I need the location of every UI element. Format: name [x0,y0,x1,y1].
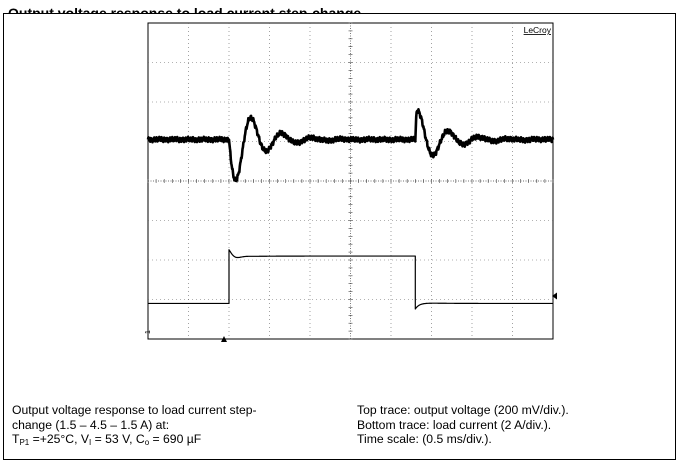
caption-line-3: TP1 =+25°C, VI = 53 V, Co = 690 µF [12,432,352,447]
figure-frame: Output voltage response to load current … [3,6,676,460]
caption-conditions: Output voltage response to load current … [12,403,352,447]
trace-output-voltage [146,108,555,183]
channel-marker: 1 [145,330,152,334]
cout-symbol: C [135,432,145,446]
cout-value: = 690 µF [149,432,202,446]
trace-load-current [148,249,553,310]
vin-symbol: V [80,432,90,446]
caption-traces: Top trace: output voltage (200 mV/div.).… [357,403,667,447]
temp-subscript: P1 [19,438,30,447]
caption-top-trace: Top trace: output voltage (200 mV/div.). [357,403,569,417]
vin-value: = 53 V, [91,432,136,446]
caption-line-1: Output voltage response to load current … [12,403,257,417]
channel-marker-label: 1 [145,330,152,334]
caption-bottom-trace: Bottom trace: load current (2 A/div.). [357,417,552,432]
caption-time-scale: Time scale: (0.5 ms/div.). [357,432,492,446]
temp-value: =+25°C, [29,432,81,446]
temp-symbol: T [12,432,20,446]
cout-subscript: o [144,438,150,447]
vin-subscript: I [89,438,92,447]
lecroy-brand: LeCroy [524,25,552,35]
oscilloscope-plot: LeCroy 1 [145,22,557,342]
caption-line-2: change (1.5 – 4.5 – 1.5 A) at: [12,417,170,432]
clipped-heading: Output voltage response to load current … [8,6,362,14]
scope-grid [147,22,554,340]
trigger-marker-icon [221,336,227,342]
trigger-level-marker-icon [552,292,557,300]
